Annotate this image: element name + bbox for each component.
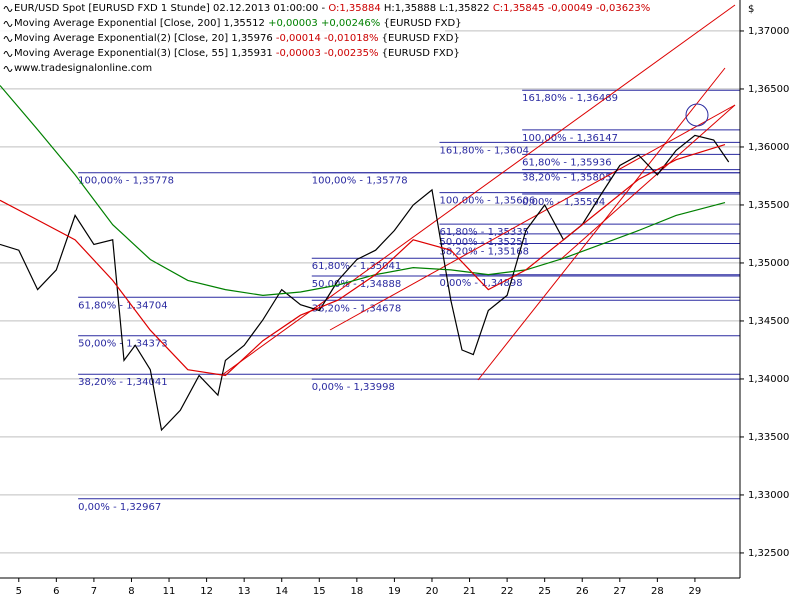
fib-level-label: 61,80% - 1,35335 — [439, 227, 528, 238]
trend-line — [329, 104, 736, 331]
x-tick-label: 25 — [538, 586, 551, 597]
y-tick-label: 1,36500 — [748, 84, 789, 95]
y-tick-label: 1,33000 — [748, 490, 789, 501]
legend-text: +0,00003 +0,00246% — [268, 18, 380, 29]
legend-entry: www.tradesignalonline.com — [14, 63, 152, 74]
fib-level-label: 38,20% - 1,35805 — [522, 173, 611, 184]
fib-level-label: 0,00% - 1,33998 — [312, 382, 395, 393]
legend-entry: Moving Average Exponential [Close, 200] … — [14, 18, 462, 29]
x-tick-label: 13 — [238, 586, 251, 597]
fib-level-label: 100,00% - 1,35778 — [78, 176, 174, 187]
x-tick-label: 26 — [576, 586, 589, 597]
legend-text: www.tradesignalonline.com — [14, 63, 152, 74]
legend-text: -0,00014 -0,01018% — [276, 33, 379, 44]
fib-level-label: 61,80% - 1,34704 — [78, 300, 167, 311]
x-tick-label: 15 — [313, 586, 326, 597]
series-line — [0, 144, 726, 377]
legend-entry: EUR/USD Spot [EURUSD FXD 1 Stunde] 02.12… — [14, 3, 650, 14]
fib-level-label: 50,00% - 1,35251 — [439, 237, 528, 248]
fib-level-label: 161,80% - 1,36489 — [522, 93, 618, 104]
legend-text: {EURUSD FXD} — [378, 48, 459, 59]
y-tick-label: 1,35000 — [748, 258, 789, 269]
x-tick-label: 6 — [53, 586, 59, 597]
legend-text: {EURUSD FXD} — [378, 33, 459, 44]
legend-icon — [3, 36, 13, 42]
x-tick-label: 19 — [388, 586, 401, 597]
x-tick-label: 22 — [501, 586, 514, 597]
legend: EUR/USD Spot [EURUSD FXD 1 Stunde] 02.12… — [0, 0, 650, 78]
legend-entry: Moving Average Exponential(3) [Close, 55… — [14, 48, 460, 59]
fib-level-label: 38,20% - 1,34041 — [78, 377, 167, 388]
fib-level-label: 0,00% - 1,35594 — [522, 197, 605, 208]
legend-text: Moving Average Exponential(3) [Close, 55… — [14, 48, 276, 59]
x-tick-label: 8 — [128, 586, 134, 597]
fib-level-label: 61,80% - 1,35041 — [312, 261, 401, 272]
y-tick-label: 1,37000 — [748, 26, 789, 37]
series — [0, 85, 730, 432]
x-tick-label: 20 — [426, 586, 439, 597]
x-tick-label: 21 — [463, 586, 476, 597]
fib-level-label: 0,00% - 1,34898 — [439, 278, 522, 289]
trend-line — [559, 104, 736, 261]
legend-text: -0,00003 -0,00235% — [276, 48, 379, 59]
legend-icon — [3, 6, 13, 12]
legend-entry: Moving Average Exponential(2) [Close, 20… — [14, 33, 460, 44]
y-tick-label: 1,32500 — [748, 548, 789, 559]
legend-text: O:1,35884 — [328, 3, 380, 14]
legend-text: Moving Average Exponential(2) [Close, 20… — [14, 33, 276, 44]
legend-icon — [3, 66, 13, 72]
x-tick-label: 28 — [651, 586, 664, 597]
x-tick-label: 12 — [200, 586, 213, 597]
legend-icon — [3, 51, 13, 57]
y-tick-label: 1,34000 — [748, 374, 789, 385]
trend-line — [221, 4, 736, 376]
fib-level-label: 100,00% - 1,35606 — [439, 196, 535, 207]
legend-text: H:1,35888 L:1,35822 — [381, 3, 493, 14]
y-tick-label: 1,36000 — [748, 142, 789, 153]
fib-level-label: 100,00% - 1,36147 — [522, 133, 618, 144]
series-line — [0, 134, 730, 432]
trend-lines — [221, 4, 736, 381]
x-tick-label: 14 — [275, 586, 288, 597]
fib-level-label: 61,80% - 1,35936 — [522, 157, 611, 168]
fib-level-label: 50,00% - 1,34888 — [312, 279, 401, 290]
legend-text: C:1,35845 -0,00049 -0,03623% — [493, 3, 651, 14]
y-tick-label: 1,35500 — [748, 200, 789, 211]
x-tick-label: 7 — [91, 586, 97, 597]
legend-text: EUR/USD Spot [EURUSD FXD 1 Stunde] 02.12… — [14, 3, 328, 14]
x-tick-label: 29 — [689, 586, 702, 597]
currency-label: $ — [748, 4, 754, 15]
fib-level-label: 38,20% - 1,35168 — [439, 246, 528, 257]
legend-text: Moving Average Exponential [Close, 200] … — [14, 18, 268, 29]
trend-line — [477, 67, 726, 381]
x-tick-label: 27 — [613, 586, 626, 597]
fib-level-label: 100,00% - 1,35778 — [312, 176, 408, 187]
x-tick-label: 11 — [163, 586, 176, 597]
y-tick-label: 1,33500 — [748, 432, 789, 443]
series-line — [0, 85, 726, 297]
x-tick-label: 5 — [16, 586, 22, 597]
legend-icon — [3, 21, 13, 27]
fib-level-label: 38,20% - 1,34678 — [312, 303, 401, 314]
fib-level-label: 0,00% - 1,32967 — [78, 502, 161, 513]
y-tick-label: 1,34500 — [748, 316, 789, 327]
highlight-circle — [685, 103, 709, 127]
fib-level-label: 161,80% - 1,3604 — [439, 145, 528, 156]
legend-background — [0, 0, 445, 78]
legend-text: {EURUSD FXD} — [380, 18, 461, 29]
x-tick-label: 18 — [350, 586, 363, 597]
